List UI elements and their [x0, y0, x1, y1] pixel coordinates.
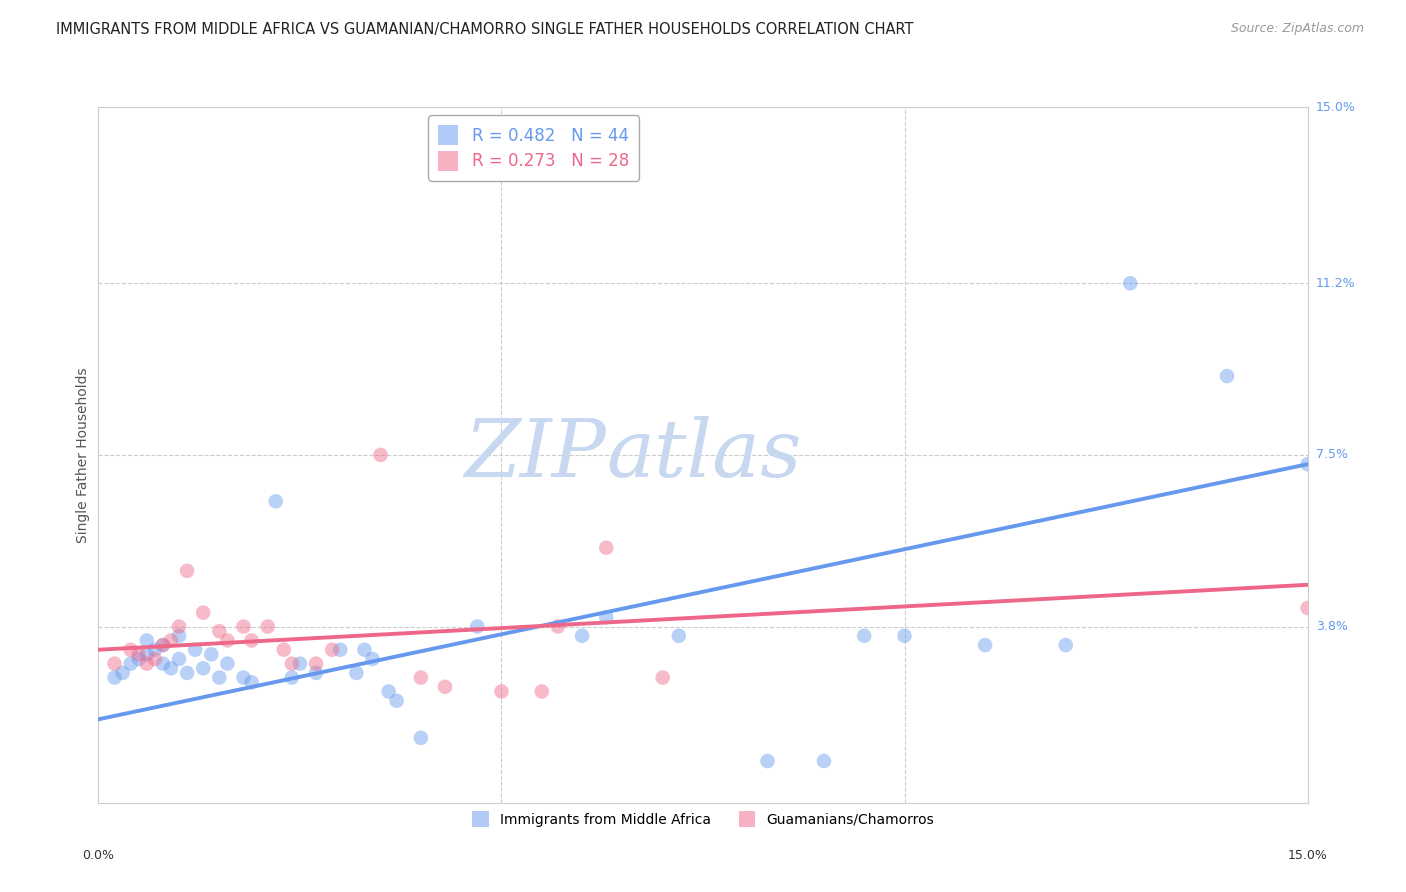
Text: Source: ZipAtlas.com: Source: ZipAtlas.com: [1230, 22, 1364, 36]
Point: [273, 642, 295, 657]
Text: ZIP: ZIP: [464, 417, 606, 493]
Point: [128, 652, 150, 666]
Point: [160, 661, 183, 675]
Point: [1296, 601, 1319, 615]
Point: [152, 638, 174, 652]
Point: [256, 619, 278, 633]
Point: [103, 657, 125, 671]
Point: [377, 684, 399, 698]
Point: [120, 642, 142, 657]
Point: [120, 657, 142, 671]
Text: atlas: atlas: [606, 417, 801, 493]
Point: [143, 642, 166, 657]
Point: [176, 665, 198, 680]
Point: [491, 684, 513, 698]
Text: 15.0%: 15.0%: [1288, 849, 1327, 863]
Point: [240, 633, 263, 648]
Point: [135, 657, 157, 671]
Point: [135, 633, 157, 648]
Point: [1296, 457, 1319, 471]
Point: [193, 606, 215, 620]
Point: [353, 642, 375, 657]
Point: [853, 629, 876, 643]
Point: [135, 648, 157, 662]
Point: [651, 671, 673, 685]
Point: [167, 629, 190, 643]
Point: [305, 665, 328, 680]
Text: 7.5%: 7.5%: [1316, 449, 1347, 461]
Text: 3.8%: 3.8%: [1316, 620, 1347, 633]
Point: [193, 661, 215, 675]
Point: [176, 564, 198, 578]
Point: [232, 619, 254, 633]
Point: [974, 638, 997, 652]
Point: [217, 657, 239, 671]
Point: [208, 624, 231, 639]
Point: [329, 642, 352, 657]
Point: [152, 638, 174, 652]
Point: [409, 671, 432, 685]
Point: [1054, 638, 1077, 652]
Point: [547, 619, 569, 633]
Point: [167, 619, 190, 633]
Point: [167, 652, 190, 666]
Y-axis label: Single Father Households: Single Father Households: [76, 368, 90, 542]
Point: [595, 610, 617, 624]
Point: [571, 629, 593, 643]
Point: [208, 671, 231, 685]
Point: [530, 684, 553, 698]
Point: [321, 642, 343, 657]
Point: [1216, 369, 1239, 384]
Point: [595, 541, 617, 555]
Point: [143, 652, 166, 666]
Point: [232, 671, 254, 685]
Point: [111, 665, 134, 680]
Point: [370, 448, 392, 462]
Legend: Immigrants from Middle Africa, Guamanians/Chamorros: Immigrants from Middle Africa, Guamanian…: [465, 805, 941, 834]
Point: [288, 657, 311, 671]
Point: [305, 657, 328, 671]
Point: [893, 629, 915, 643]
Point: [217, 633, 239, 648]
Point: [756, 754, 779, 768]
Point: [465, 619, 488, 633]
Point: [200, 648, 222, 662]
Point: [434, 680, 457, 694]
Text: 15.0%: 15.0%: [1316, 101, 1355, 113]
Point: [103, 671, 125, 685]
Point: [264, 494, 287, 508]
Text: 0.0%: 0.0%: [83, 849, 114, 863]
Point: [668, 629, 690, 643]
Point: [409, 731, 432, 745]
Point: [344, 665, 367, 680]
Point: [385, 694, 408, 708]
Text: 11.2%: 11.2%: [1316, 277, 1355, 290]
Point: [361, 652, 384, 666]
Point: [240, 675, 263, 690]
Point: [813, 754, 835, 768]
Text: IMMIGRANTS FROM MIDDLE AFRICA VS GUAMANIAN/CHAMORRO SINGLE FATHER HOUSEHOLDS COR: IMMIGRANTS FROM MIDDLE AFRICA VS GUAMANI…: [56, 22, 914, 37]
Point: [281, 671, 304, 685]
Point: [1119, 277, 1142, 291]
Point: [128, 648, 150, 662]
Point: [281, 657, 304, 671]
Point: [160, 633, 183, 648]
Point: [184, 642, 207, 657]
Point: [152, 657, 174, 671]
